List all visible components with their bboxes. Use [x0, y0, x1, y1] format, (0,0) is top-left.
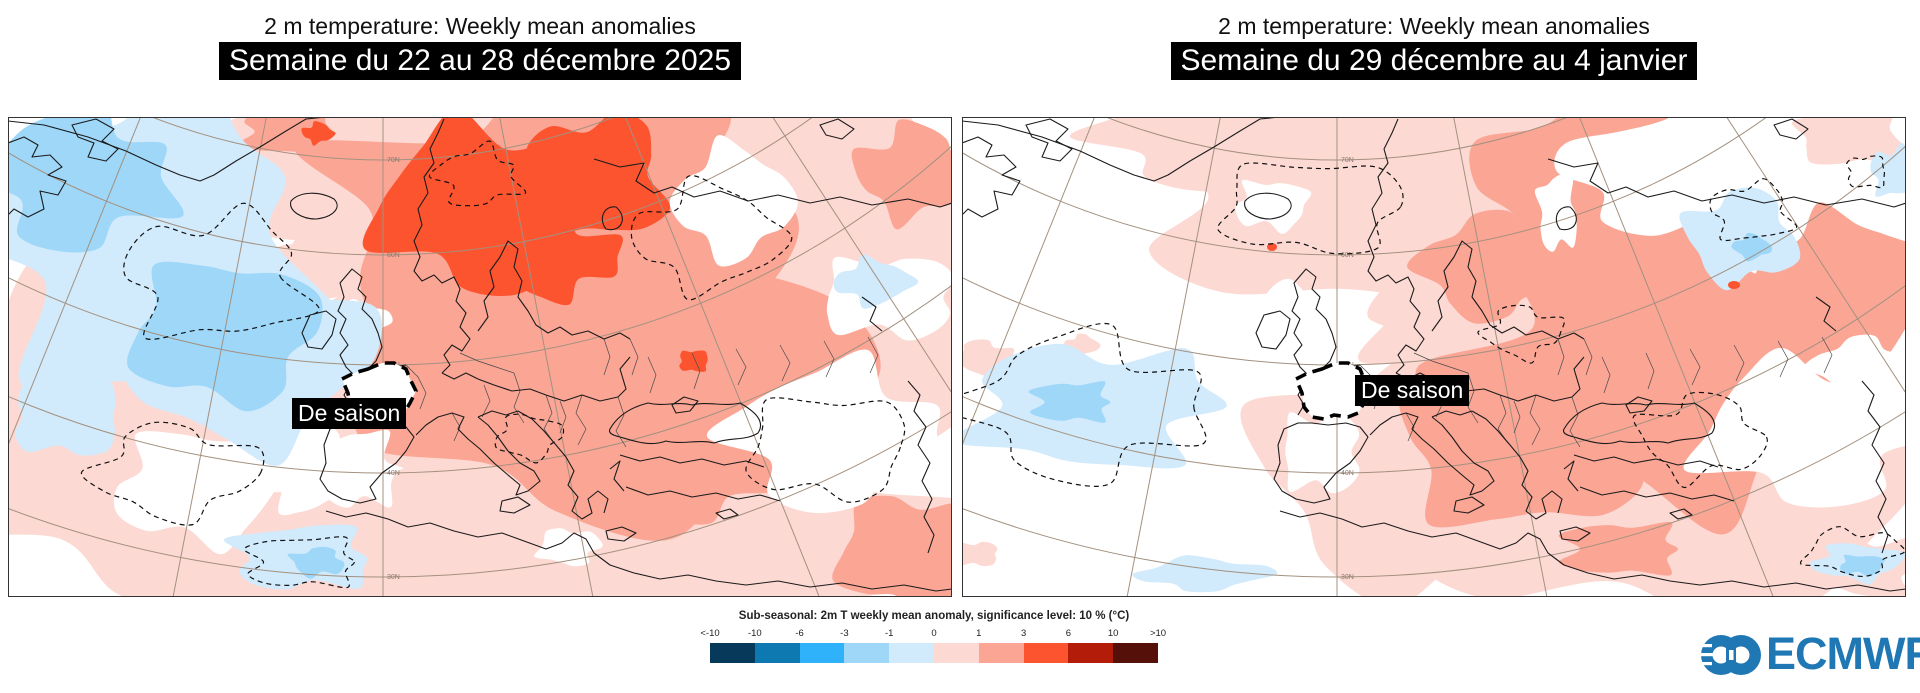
colorbar-tick-label: 6	[1065, 628, 1072, 639]
colorbar-tick-label: <-10	[700, 628, 720, 639]
colorbar-tick-label: -3	[840, 628, 849, 639]
france-annotation: De saison	[292, 398, 407, 429]
colorbar-segment	[1023, 643, 1069, 663]
colorbar-scale	[710, 643, 1158, 663]
colorbar-tick-label: -6	[795, 628, 804, 639]
ecmwf-logo-icon	[1700, 634, 1761, 675]
svg-text:30N: 30N	[387, 574, 400, 581]
colorbar-segment	[933, 643, 979, 663]
subtitle-row: Semaine du 29 décembre au 4 janvier	[962, 42, 1906, 80]
colorbar-tick-label: 1	[976, 628, 982, 639]
panel-week2: 2 m temperature: Weekly mean anomalies S…	[962, 0, 1906, 693]
svg-text:40N: 40N	[1341, 470, 1354, 477]
subtitle-row: Semaine du 22 au 28 décembre 2025	[8, 42, 952, 80]
colorbar-tick-label: 10	[1107, 628, 1119, 639]
colorbar-tick-label: 3	[1020, 628, 1027, 639]
colorbar-segment	[1068, 643, 1114, 663]
colorbar-tick-label: >10	[1149, 628, 1167, 639]
ecmwf-logo: ECMWF	[1700, 628, 1920, 680]
panel-title: 2 m temperature: Weekly mean anomalies	[1218, 13, 1650, 39]
svg-text:30N: 30N	[1341, 574, 1354, 581]
svg-text:60N: 60N	[1341, 252, 1354, 259]
colorbar-tick-label: 0	[931, 628, 937, 639]
svg-text:60N: 60N	[387, 252, 400, 259]
colorbar-segment	[978, 643, 1024, 663]
anomaly-map-week1: 70N60N50N40N30N	[8, 117, 952, 597]
colorbar-segment	[799, 643, 845, 663]
colorbar-segment	[844, 643, 890, 663]
panel-week1: 2 m temperature: Weekly mean anomalies S…	[8, 0, 952, 693]
colorbar-tick-label: -10	[747, 628, 762, 639]
week-range-badge: Semaine du 29 décembre au 4 janvier	[1170, 42, 1698, 80]
colorbar-segment	[889, 643, 934, 663]
svg-text:70N: 70N	[1341, 157, 1354, 164]
panel-title: 2 m temperature: Weekly mean anomalies	[264, 13, 696, 39]
svg-text:40N: 40N	[387, 470, 400, 477]
colorbar-segment	[1113, 643, 1158, 663]
colorbar-title: Sub-seasonal: 2m T weekly mean anomaly, …	[738, 610, 1130, 622]
colorbar-segment	[754, 643, 800, 663]
colorbar-tick-label: -1	[884, 628, 894, 639]
ecmwf-logo-text: ECMWF	[1766, 628, 1920, 679]
week-range-badge: Semaine du 22 au 28 décembre 2025	[218, 42, 742, 80]
colorbar-segment	[710, 643, 755, 663]
anomaly-map-week2: 70N60N50N40N30N	[962, 117, 1906, 597]
colorbar-ticks: <-10 -10 -6 -3 -1 0 1 3 6 10 >10	[700, 628, 1166, 640]
france-annotation: De saison	[1355, 375, 1470, 406]
svg-text:70N: 70N	[387, 157, 400, 164]
